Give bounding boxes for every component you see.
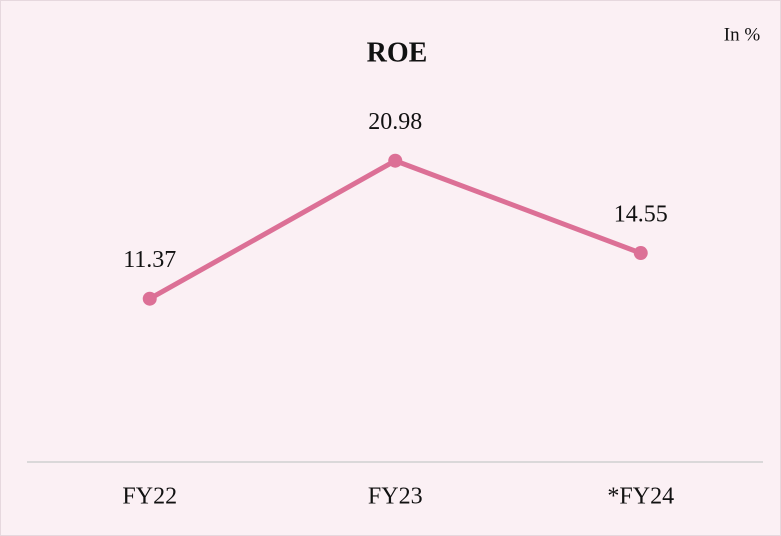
data-label: 11.37 [123, 247, 176, 273]
x-tick-label: FY23 [368, 484, 423, 510]
point [633, 246, 648, 261]
data-label: 20.98 [368, 109, 422, 135]
chart-title: ROE [367, 37, 428, 68]
data-label: 14.55 [614, 202, 668, 228]
x-tick-label: *FY24 [607, 484, 674, 510]
x-tick-label: FY22 [122, 484, 177, 510]
unit-note: In % [724, 24, 761, 45]
point [142, 291, 157, 306]
point [388, 153, 403, 168]
